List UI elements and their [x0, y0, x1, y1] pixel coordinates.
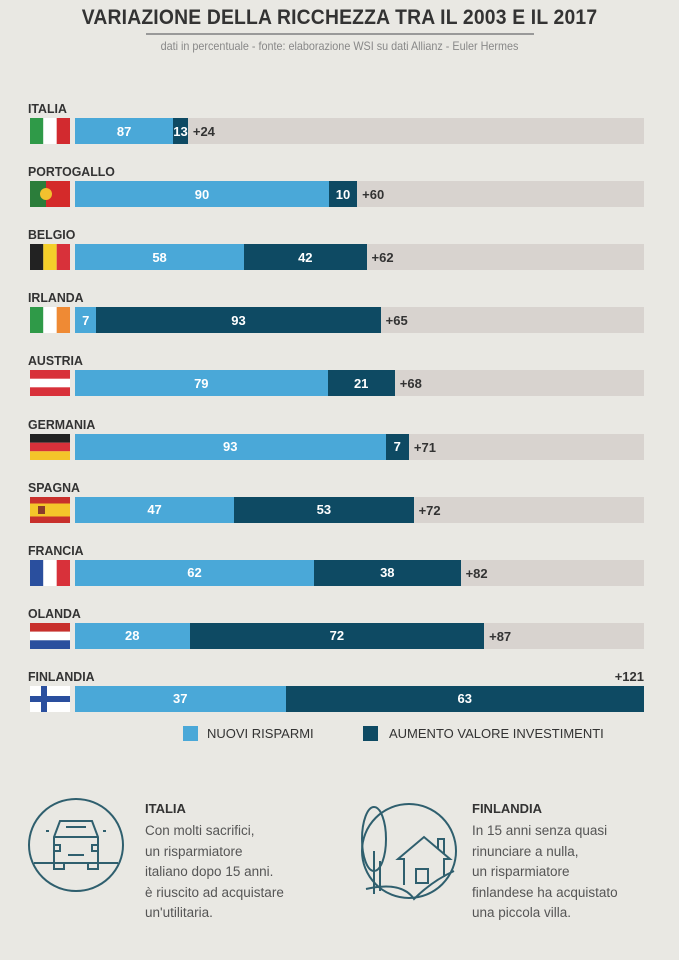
country-label-spagna: SPAGNA [28, 479, 80, 495]
flag-italia-icon [30, 118, 70, 144]
bar-track: 28 72 [75, 622, 644, 649]
bar-aumento-valore: 53 [234, 496, 414, 523]
bar-value-label: 87 [116, 123, 132, 139]
flag-irlanda-icon [30, 307, 70, 334]
bar-nuovi-risparmi: 62 [75, 559, 315, 586]
bar-value-label: 37 [173, 691, 188, 707]
total-label: +60 [362, 187, 385, 203]
country-label-belgio: BELGIO [28, 227, 76, 243]
flag-finlandia-icon [30, 685, 70, 712]
bar-nuovi-risparmi: 87 [75, 118, 174, 144]
bar-nuovi-risparmi: 58 [75, 244, 245, 271]
bar-value-label: 21 [353, 375, 369, 391]
total-label: +82 [465, 565, 488, 581]
bar-value-label: 63 [457, 691, 472, 707]
legend-label-nuovi-risparmi: NUOVI RISPARMI [207, 726, 314, 741]
bar-value-label: 28 [125, 628, 140, 644]
bar-aumento-valore: 42 [244, 244, 367, 271]
flag-olanda-icon [30, 622, 70, 649]
bar-aumento-valore: 93 [96, 307, 381, 334]
legend-swatch-nuovi-risparmi [183, 726, 198, 741]
bar-aumento-valore: 7 [385, 433, 409, 460]
bar-value-label: 90 [194, 186, 210, 202]
bar-aumento-valore: 10 [328, 181, 358, 208]
bar-track: 90 10 [75, 181, 644, 208]
bar-value-label: 10 [335, 186, 351, 202]
bar-nuovi-risparmi: 79 [75, 370, 328, 397]
total-label: +71 [413, 439, 436, 455]
total-label: +68 [399, 376, 422, 392]
bar-nuovi-risparmi: 90 [75, 181, 329, 208]
bar-value-label: 47 [147, 502, 162, 518]
bar-aumento-valore: 21 [327, 370, 395, 397]
bar-value-label: 53 [316, 502, 332, 518]
bar-aumento-valore: 13 [173, 118, 188, 144]
title-underline [146, 33, 534, 35]
bar-track: 79 21 [75, 370, 644, 397]
bar-nuovi-risparmi: 37 [75, 685, 286, 712]
country-label-italia: ITALIA [28, 101, 67, 116]
country-label-francia: FRANCIA [28, 542, 84, 558]
bar-value-label: 58 [152, 249, 167, 265]
bar-value-label: 93 [223, 439, 238, 454]
flag-francia-icon [30, 559, 70, 586]
chart-title: VARIAZIONE DELLA RICCHEZZA TRA IL 2003 E… [81, 6, 598, 29]
total-label: +87 [489, 628, 512, 644]
country-label-finlandia: FINLANDIA [28, 668, 95, 684]
note-title-italia: ITALIA [145, 801, 186, 816]
car-icon [28, 798, 124, 892]
bar-value-label: 7 [393, 439, 401, 454]
bar-aumento-valore: 38 [314, 559, 461, 586]
country-label-olanda: OLANDA [28, 605, 81, 621]
flag-portogallo-icon [30, 181, 70, 208]
bar-track: 62 38 [75, 559, 644, 586]
country-label-germania: GERMANIA [28, 416, 96, 432]
bar-track: 93 7 [75, 433, 644, 460]
chart-subtitle: dati in percentuale - fonte: elaborazion… [160, 39, 519, 53]
bar-track: 58 42 [75, 244, 644, 271]
legend-swatch-aumento-valore [363, 726, 378, 741]
bar-track: 37 63 [75, 685, 644, 712]
country-label-austria: AUSTRIA [28, 353, 83, 369]
country-label-portogallo: PORTOGALLO [28, 164, 115, 180]
bar-value-label: 79 [194, 375, 209, 391]
country-label-irlanda: IRLANDA [28, 290, 84, 306]
flag-germania-icon [30, 433, 70, 460]
legend-label-aumento-valore: AUMENTO VALORE INVESTIMENTI [389, 726, 604, 741]
total-label: +62 [371, 250, 394, 266]
bar-value-label: 62 [187, 565, 202, 581]
bar-aumento-valore: 63 [285, 685, 644, 712]
flag-belgio-icon [30, 244, 70, 271]
bar-nuovi-risparmi: 93 [75, 433, 386, 460]
flag-austria-icon [30, 370, 70, 397]
total-label: +65 [385, 313, 408, 329]
bar-track: 47 53 [75, 496, 644, 523]
bar-value-label: 93 [231, 312, 246, 328]
house-icon [361, 803, 457, 901]
bar-track: 7 93 [75, 307, 644, 334]
bar-nuovi-risparmi: 7 [75, 307, 97, 334]
note-title-finlandia: FINLANDIA [472, 801, 543, 816]
bar-aumento-valore: 72 [189, 622, 485, 649]
total-label: +72 [418, 502, 441, 518]
bar-value-label: 13 [173, 123, 188, 139]
bar-track: 87 13 [75, 118, 644, 144]
total-label: +121 [614, 668, 644, 684]
bar-value-label: 7 [82, 312, 90, 328]
note-body-finlandia: In 15 anni senza quasi rinunciare a null… [472, 823, 618, 920]
bar-nuovi-risparmi: 47 [75, 496, 235, 523]
bar-value-label: 42 [298, 249, 313, 265]
bar-nuovi-risparmi: 28 [75, 622, 190, 649]
total-label: +24 [192, 124, 215, 139]
bar-value-label: 72 [329, 628, 345, 644]
bar-value-label: 38 [380, 565, 395, 581]
note-body-italia: Con molti sacrifici, un risparmiatore it… [145, 823, 284, 920]
flag-spagna-icon [30, 496, 70, 523]
